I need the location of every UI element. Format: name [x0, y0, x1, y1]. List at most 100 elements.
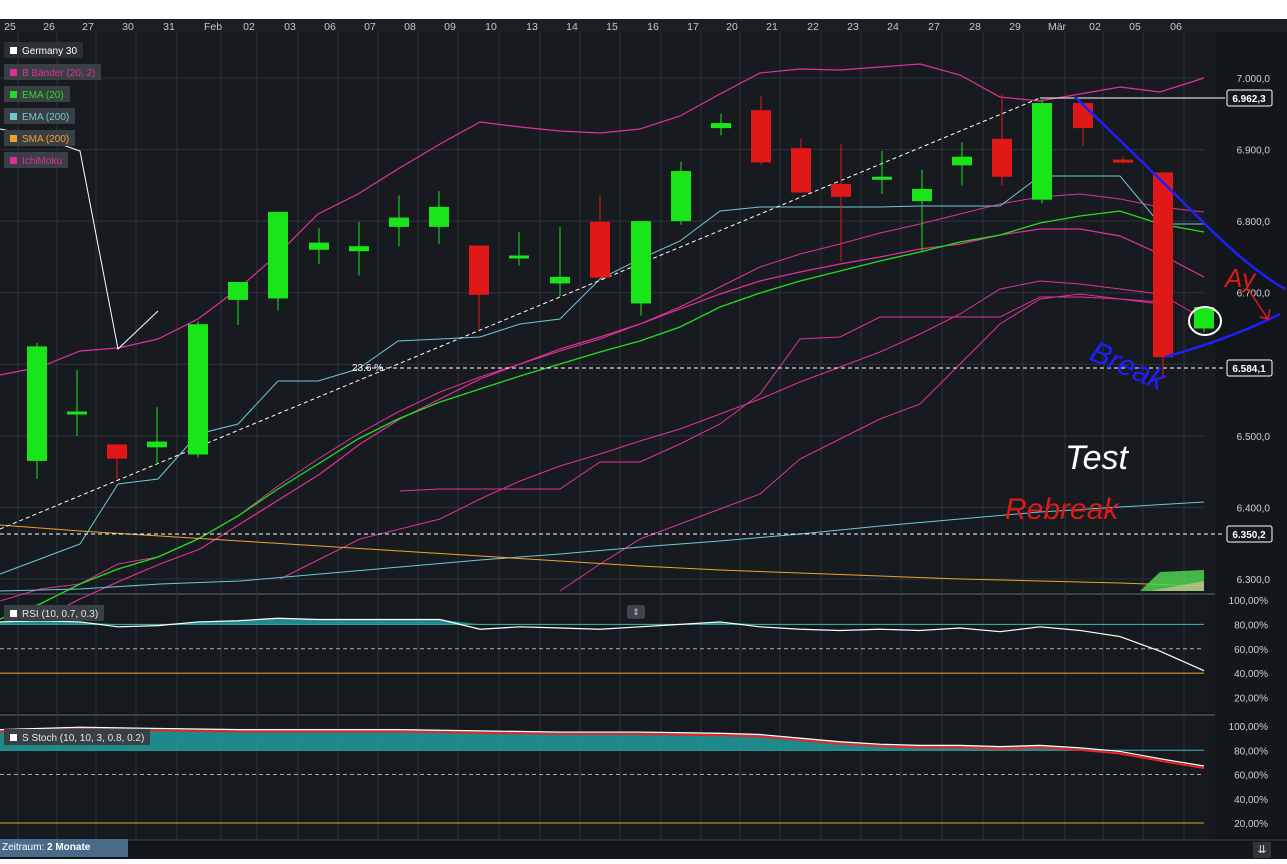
download-icon[interactable]: ⇊ — [1253, 842, 1271, 858]
rsi-tick-label: 20,00% — [1234, 694, 1268, 705]
panel-resize-handle[interactable]: ⇕ — [627, 605, 645, 619]
legend-item[interactable]: IchiMoku — [4, 152, 69, 168]
candle-body — [27, 346, 47, 461]
candle-body — [228, 281, 248, 300]
price-tick-label: 6.300,0 — [1237, 575, 1271, 586]
top-strip — [0, 0, 1287, 19]
candle-body — [791, 148, 811, 193]
candle-body — [671, 171, 691, 222]
candle — [469, 245, 489, 330]
legend-label: SMA (200) — [22, 134, 70, 145]
date-tick-label: 13 — [526, 21, 538, 33]
legend-item[interactable]: B Bänder (20, 2) — [4, 64, 102, 80]
rsi-panel — [0, 597, 1215, 712]
legend-item[interactable]: EMA (20) — [4, 86, 70, 102]
rsi-legend: RSI (10, 0.7, 0.3) — [4, 605, 105, 621]
legend-swatch — [10, 134, 17, 142]
candle-body — [550, 276, 570, 284]
date-tick-label: 25 — [4, 21, 16, 33]
rsi-tick-label: 80,00% — [1234, 620, 1268, 631]
stoch-line — [0, 726, 1205, 767]
date-tick-label: 27 — [928, 21, 940, 33]
price-chart: 25 26 27 30 31 Feb 02 03 06 07 08 09 10 13 14 15 16 17 20 2… — [0, 19, 1287, 841]
rsi-tick-label: 40,00% — [1234, 669, 1268, 680]
stoch-tick-label: 100,00% — [1229, 722, 1269, 733]
rsi-legend-label: RSI (10, 0.7, 0.3) — [22, 609, 99, 620]
candle — [992, 94, 1012, 186]
legend-label: EMA (200) — [22, 112, 70, 123]
candle — [631, 221, 651, 316]
candle — [268, 211, 288, 311]
rsi-swatch — [10, 609, 17, 617]
candle-body — [469, 245, 489, 295]
candle — [389, 195, 409, 247]
date-tick-label: 09 — [444, 21, 456, 33]
date-tick-label: 30 — [122, 21, 134, 33]
highlight-circle — [1188, 306, 1222, 336]
candle-body — [992, 138, 1012, 177]
price-tag-box — [1226, 89, 1273, 107]
candle-body — [349, 246, 369, 252]
legend-swatch — [10, 112, 17, 120]
stoch-tick-label: 40,00% — [1234, 795, 1268, 806]
candle-body — [952, 156, 972, 166]
stoch-legend: S Stoch (10, 10, 3, 0.8, 0.2) — [4, 729, 151, 745]
candle — [228, 281, 248, 325]
sma-200-line — [0, 524, 1205, 587]
price-tag-label: 6.350,2 — [1232, 530, 1266, 541]
candle — [1032, 99, 1052, 204]
price-tick-label: 6.900,0 — [1237, 146, 1271, 157]
candle — [67, 370, 87, 436]
bollinger-middle — [39, 228, 1205, 620]
date-tick-label: 17 — [687, 21, 699, 33]
date-tick-label: 28 — [969, 21, 981, 33]
annotation-ay: Ay — [1223, 263, 1257, 293]
candle-body — [1194, 307, 1214, 329]
candle — [509, 231, 529, 266]
date-tick-label: 31 — [163, 21, 175, 33]
ema-20-line — [0, 210, 1205, 620]
date-tick-label: 02 — [243, 21, 255, 33]
candle-body — [389, 217, 409, 227]
legend-item[interactable]: Germany 30 — [4, 42, 84, 58]
candle-body — [429, 206, 449, 227]
stoch-signal-line — [0, 728, 1205, 769]
legend-item[interactable]: EMA (200) — [4, 108, 76, 124]
candle — [791, 138, 811, 193]
date-header — [0, 19, 1287, 32]
date-tick-label: 24 — [887, 21, 899, 33]
candle — [188, 321, 208, 458]
candle-body — [309, 242, 329, 250]
price-tick-label: 6.700,0 — [1237, 289, 1271, 300]
candle — [711, 113, 731, 136]
candle — [1153, 172, 1173, 379]
price-tag-box — [1226, 525, 1273, 543]
candle-body — [831, 183, 851, 197]
annotation-test: Test — [1065, 439, 1130, 477]
date-tick-label: 15 — [606, 21, 618, 33]
date-tick-label: 02 — [1089, 21, 1101, 33]
candle — [590, 196, 610, 278]
rsi-tick-label: 60,00% — [1234, 645, 1268, 656]
candle-body — [912, 188, 932, 202]
legend-label: Germany 30 — [22, 46, 78, 57]
candle-body — [1032, 103, 1052, 200]
candle-body — [1153, 172, 1173, 358]
candle-body — [1113, 159, 1133, 163]
legend-item[interactable]: SMA (200) — [4, 130, 76, 146]
candle — [831, 143, 851, 262]
candle — [309, 228, 329, 265]
candle-body — [872, 176, 892, 180]
date-tick-label: Feb — [204, 21, 222, 33]
date-tick-label: 08 — [404, 21, 416, 33]
candle — [1194, 307, 1214, 333]
zeitraum-selector[interactable]: Zeitraum: 2 Monate — [0, 839, 128, 857]
candle — [671, 161, 691, 225]
price-tag-box — [1226, 359, 1273, 377]
stoch-tick-label: 80,00% — [1234, 746, 1268, 757]
zeitraum-value: 2 Monate — [47, 842, 91, 853]
ichimoku-line — [279, 280, 1205, 580]
date-tick-label: 20 — [726, 21, 738, 33]
price-tick-label: 6.500,0 — [1237, 432, 1271, 443]
candle — [107, 444, 127, 479]
